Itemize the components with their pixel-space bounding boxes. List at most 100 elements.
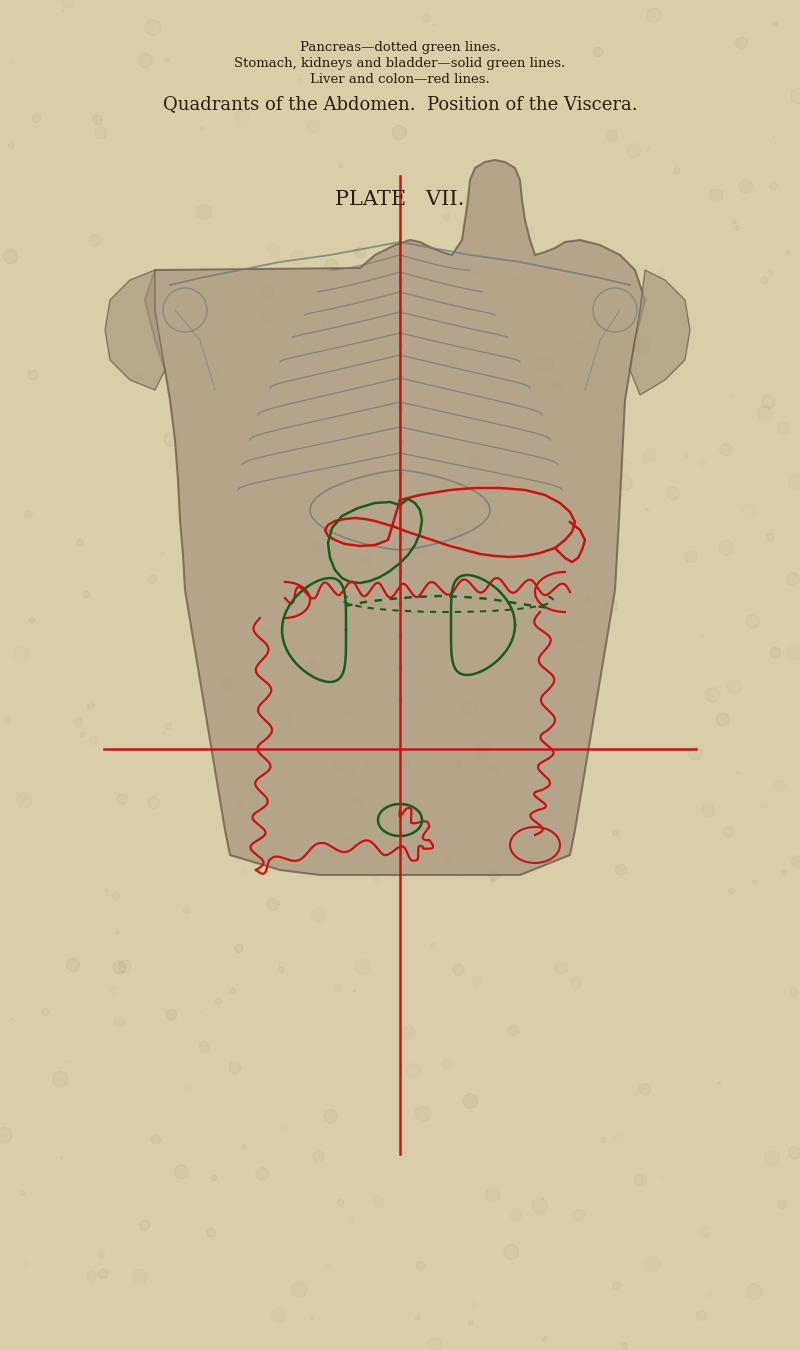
Text: Pancreas—dotted green lines.: Pancreas—dotted green lines. — [300, 40, 500, 54]
Circle shape — [151, 1134, 161, 1143]
Circle shape — [87, 702, 94, 709]
Text: Quadrants of the Abdomen.  Position of the Viscera.: Quadrants of the Abdomen. Position of th… — [162, 95, 638, 113]
Circle shape — [791, 856, 800, 868]
Circle shape — [383, 400, 398, 414]
Circle shape — [415, 1106, 430, 1122]
Circle shape — [174, 1165, 188, 1179]
Circle shape — [263, 790, 270, 798]
Circle shape — [689, 747, 702, 760]
Circle shape — [202, 693, 210, 699]
Text: Liver and colon—red lines.: Liver and colon—red lines. — [310, 73, 490, 86]
Circle shape — [93, 115, 102, 124]
Circle shape — [739, 180, 753, 193]
Circle shape — [431, 944, 434, 946]
Circle shape — [242, 1145, 246, 1149]
Circle shape — [462, 701, 477, 717]
Circle shape — [199, 1041, 210, 1052]
Circle shape — [164, 432, 178, 447]
Circle shape — [415, 545, 425, 555]
Circle shape — [453, 964, 464, 976]
Circle shape — [221, 678, 232, 690]
Circle shape — [622, 1343, 627, 1349]
Circle shape — [353, 796, 362, 806]
Circle shape — [782, 869, 786, 875]
Circle shape — [590, 317, 600, 328]
Circle shape — [95, 127, 106, 139]
Circle shape — [720, 444, 732, 456]
Circle shape — [418, 447, 425, 454]
Circle shape — [773, 22, 778, 26]
Circle shape — [260, 313, 271, 325]
Circle shape — [342, 671, 353, 682]
Circle shape — [416, 1316, 420, 1320]
Circle shape — [400, 759, 410, 767]
Circle shape — [753, 880, 756, 883]
Circle shape — [467, 456, 481, 470]
Circle shape — [618, 475, 632, 490]
Circle shape — [354, 990, 356, 992]
Circle shape — [313, 541, 324, 554]
Circle shape — [137, 375, 141, 379]
Circle shape — [302, 346, 313, 356]
Circle shape — [306, 662, 319, 675]
Circle shape — [443, 855, 453, 864]
Circle shape — [183, 906, 190, 914]
Circle shape — [61, 9, 63, 12]
Circle shape — [354, 247, 366, 258]
Circle shape — [474, 755, 478, 759]
Circle shape — [342, 637, 349, 644]
Circle shape — [118, 960, 131, 973]
Circle shape — [718, 1081, 720, 1084]
Circle shape — [452, 528, 466, 543]
Circle shape — [240, 582, 242, 585]
Circle shape — [786, 572, 799, 586]
Circle shape — [770, 648, 781, 657]
Circle shape — [324, 852, 333, 861]
Circle shape — [117, 794, 128, 805]
Circle shape — [416, 834, 426, 845]
Circle shape — [466, 190, 481, 207]
Circle shape — [338, 163, 343, 167]
Circle shape — [313, 1152, 324, 1162]
Polygon shape — [105, 270, 165, 390]
Circle shape — [553, 381, 563, 390]
Circle shape — [20, 1191, 25, 1195]
Circle shape — [166, 1010, 177, 1021]
Circle shape — [28, 370, 38, 379]
Circle shape — [229, 1062, 241, 1073]
Circle shape — [486, 285, 488, 288]
Circle shape — [786, 251, 789, 254]
Circle shape — [32, 113, 41, 123]
Circle shape — [606, 131, 617, 140]
Circle shape — [494, 767, 500, 772]
Circle shape — [788, 1146, 800, 1158]
Circle shape — [98, 1269, 109, 1278]
Circle shape — [74, 718, 82, 726]
Circle shape — [508, 1025, 519, 1035]
Circle shape — [615, 864, 626, 875]
Circle shape — [586, 597, 590, 601]
Circle shape — [338, 1200, 344, 1206]
Circle shape — [538, 356, 553, 373]
Circle shape — [262, 285, 274, 297]
Circle shape — [363, 761, 368, 765]
Circle shape — [766, 533, 774, 541]
Circle shape — [267, 898, 279, 910]
Circle shape — [729, 888, 734, 894]
Circle shape — [530, 227, 533, 231]
Circle shape — [710, 189, 722, 201]
Text: Stomach, kidneys and bladder—solid green lines.: Stomach, kidneys and bladder—solid green… — [234, 57, 566, 70]
Circle shape — [462, 1094, 478, 1108]
Circle shape — [542, 1338, 546, 1342]
Circle shape — [215, 998, 222, 1004]
Circle shape — [146, 20, 161, 35]
Circle shape — [762, 396, 775, 409]
Circle shape — [149, 575, 157, 583]
Circle shape — [29, 617, 35, 624]
Circle shape — [42, 1008, 50, 1015]
Circle shape — [466, 540, 479, 552]
Circle shape — [363, 555, 373, 564]
Circle shape — [416, 1261, 425, 1270]
Circle shape — [457, 764, 462, 768]
Circle shape — [279, 713, 293, 726]
